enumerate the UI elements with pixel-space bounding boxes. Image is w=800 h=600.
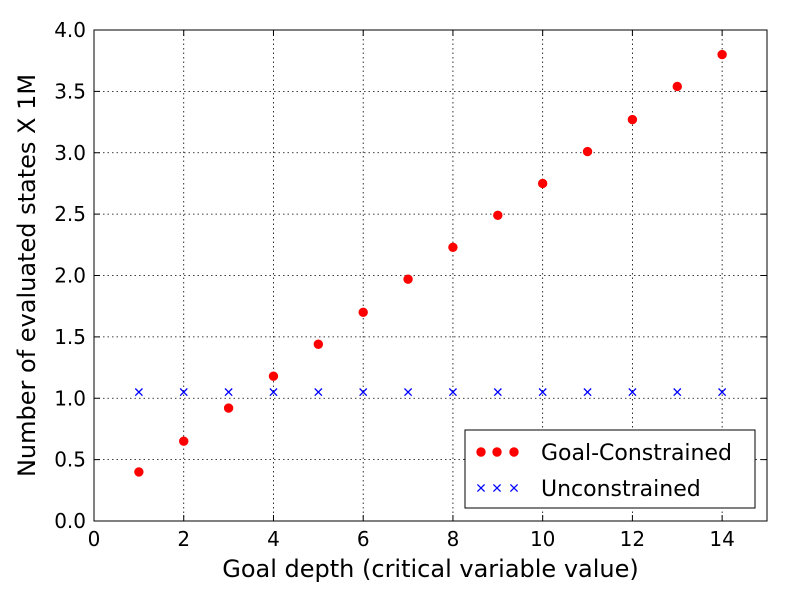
y-tick-label: 3.0 bbox=[54, 141, 86, 165]
data-point-circle bbox=[134, 467, 144, 477]
legend-entry: Unconstrained bbox=[476, 477, 701, 502]
data-point-circle bbox=[448, 242, 458, 252]
series-1 bbox=[134, 388, 727, 397]
data-point-circle bbox=[179, 436, 189, 446]
y-tick-label: 4.0 bbox=[54, 18, 86, 42]
data-point-circle bbox=[358, 307, 368, 318]
x-tick-labels: 0 2 4 6 8 10 12 14 bbox=[88, 527, 735, 551]
data-point-x bbox=[628, 388, 637, 397]
data-point-x bbox=[673, 388, 682, 397]
data-point-circle bbox=[717, 49, 727, 60]
data-point-x bbox=[224, 388, 233, 397]
y-tick-label: 0.5 bbox=[54, 448, 86, 472]
series-0 bbox=[134, 49, 727, 477]
data-point-circle bbox=[313, 339, 324, 349]
x-tick-label: 12 bbox=[620, 527, 645, 551]
x-tick-label: 8 bbox=[447, 527, 460, 551]
y-tick-label: 2.5 bbox=[54, 202, 86, 226]
y-tick-label: 3.5 bbox=[54, 79, 86, 103]
data-point-x bbox=[179, 388, 188, 397]
data-point-circle bbox=[672, 81, 682, 92]
x-tick-label: 10 bbox=[530, 527, 555, 551]
data-point-circle bbox=[627, 114, 638, 125]
y-tick-label: 1.0 bbox=[54, 386, 86, 410]
legend-marker bbox=[476, 483, 486, 493]
legend-marker bbox=[492, 483, 502, 493]
data-point-x bbox=[359, 388, 368, 397]
legend-label: Unconstrained bbox=[541, 477, 701, 502]
data-point-circle bbox=[268, 371, 279, 381]
y-tick-label: 1.5 bbox=[54, 325, 86, 349]
data-point-x bbox=[718, 388, 727, 397]
legend-box bbox=[464, 429, 756, 509]
legend-marker bbox=[476, 447, 486, 457]
data-point-x bbox=[448, 388, 457, 397]
data-point-circle bbox=[223, 403, 234, 413]
data-point-circle bbox=[403, 274, 413, 284]
legend: Goal-Constrained Unconstrained bbox=[464, 429, 756, 509]
legend-marker bbox=[509, 447, 519, 457]
y-tick-label: 0.0 bbox=[54, 509, 86, 533]
data-point-x bbox=[404, 388, 413, 397]
data-point-x bbox=[583, 388, 592, 397]
data-point-x bbox=[314, 388, 323, 397]
x-axis-label: Goal depth (critical variable value) bbox=[222, 555, 639, 583]
legend-marker bbox=[509, 483, 519, 493]
legend-label: Goal-Constrained bbox=[541, 441, 732, 466]
x-tick-label: 0 bbox=[88, 527, 101, 551]
data-point-circle bbox=[582, 146, 593, 157]
data-point-x bbox=[538, 388, 547, 397]
data-point-circle bbox=[537, 178, 548, 189]
data-point-circle bbox=[493, 210, 503, 221]
axis-ticks bbox=[93, 29, 767, 522]
legend-marker bbox=[492, 447, 502, 457]
y-axis-label: Number of evaluated states X 1M bbox=[13, 74, 41, 477]
legend-entry: Goal-Constrained bbox=[476, 441, 732, 466]
y-tick-label: 2.0 bbox=[54, 264, 86, 288]
x-tick-label: 14 bbox=[709, 527, 734, 551]
data-point-x bbox=[493, 388, 502, 397]
x-tick-label: 6 bbox=[357, 527, 370, 551]
data-point-x bbox=[269, 388, 278, 397]
y-tick-labels: 0.0 0.5 1.0 1.5 2.0 2.5 3.0 3.5 4.0 bbox=[54, 18, 86, 533]
data-point-x bbox=[134, 388, 143, 397]
plot-series bbox=[134, 49, 727, 477]
x-tick-label: 4 bbox=[267, 527, 280, 551]
x-tick-label: 2 bbox=[177, 527, 190, 551]
